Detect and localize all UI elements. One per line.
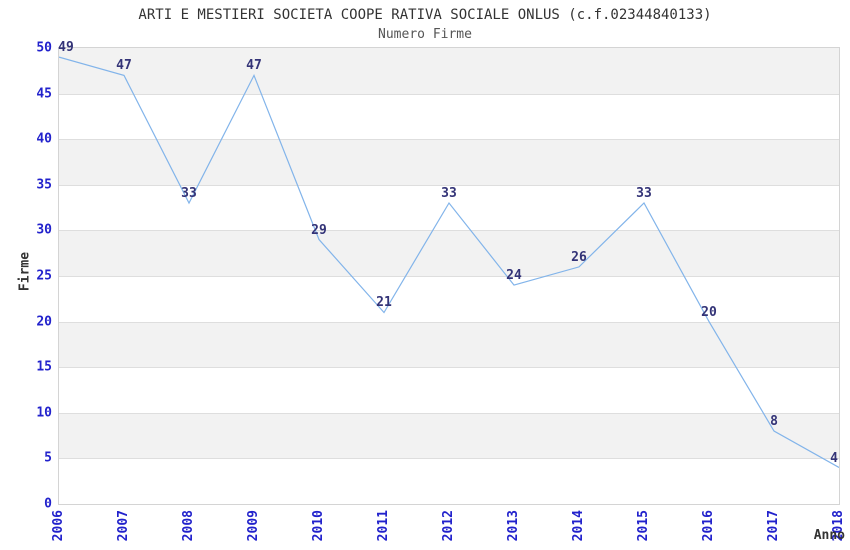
point-value-label: 49 <box>58 40 74 56</box>
x-tick-label: 2011 <box>376 510 391 542</box>
plot-area <box>58 47 840 505</box>
chart-title: ARTI E MESTIERI SOCIETA COOPE RATIVA SOC… <box>138 7 712 23</box>
y-axis-ticks: 0 5 10 15 20 25 30 35 40 45 50 <box>0 41 52 512</box>
y-gridline <box>59 458 839 460</box>
y-gridline <box>59 276 839 277</box>
y-tick-label: 25 <box>36 268 52 284</box>
line-series-path <box>59 56 839 469</box>
y-tick-label: 20 <box>36 314 52 330</box>
x-tick-label: 2008 <box>181 510 196 542</box>
y-gridline <box>59 93 839 95</box>
point-value-label: 21 <box>376 295 392 311</box>
x-tick-label: 2009 <box>246 510 261 542</box>
plot-band <box>59 230 839 276</box>
y-tick-label: 50 <box>36 40 52 56</box>
y-gridline <box>59 184 839 186</box>
point-value-label: 4 <box>830 450 838 466</box>
x-tick-label: 2007 <box>116 510 131 542</box>
point-value-label: 8 <box>770 414 778 430</box>
point-value-label: 29 <box>311 222 327 238</box>
x-tick-label: 2010 <box>311 510 326 542</box>
chart-subtitle: Numero Firme <box>378 27 472 42</box>
plot-band <box>59 48 839 94</box>
line-series <box>59 56 839 469</box>
y-tick-label: 40 <box>36 131 52 147</box>
plot-band <box>59 412 839 459</box>
y-tick-label: 10 <box>36 405 52 421</box>
y-gridline <box>59 321 839 323</box>
plot-band <box>59 321 839 368</box>
y-gridline <box>59 139 839 141</box>
point-value-label: 20 <box>701 304 717 320</box>
x-tick-label: 2015 <box>636 510 651 542</box>
y-tick-label: 35 <box>36 177 52 193</box>
y-tick-label: 30 <box>36 222 52 238</box>
y-tick-label: 45 <box>36 86 52 102</box>
y-gridline <box>59 367 839 369</box>
y-gridline <box>59 412 839 414</box>
x-tick-label: 2013 <box>506 510 521 542</box>
x-tick-label: 2006 <box>51 510 66 542</box>
x-axis-title: Anno <box>813 528 845 543</box>
point-value-label: 33 <box>181 186 197 202</box>
x-tick-label: 2014 <box>571 510 586 542</box>
y-tick-label: 5 <box>44 450 52 466</box>
plot-band <box>59 139 839 185</box>
x-tick-label: 2016 <box>701 510 716 542</box>
x-axis-ticks: 2006 2007 2008 2009 2010 2011 2012 2013 2014 2015… <box>51 508 846 550</box>
x-tick-label: 2017 <box>766 510 781 542</box>
point-value-label: 24 <box>506 268 522 284</box>
point-value-label: 26 <box>571 249 587 265</box>
point-value-label: 33 <box>636 186 652 202</box>
y-tick-label: 15 <box>36 359 52 375</box>
y-tick-label: 0 <box>44 496 52 512</box>
point-value-label: 47 <box>116 58 132 74</box>
y-gridline <box>59 230 839 232</box>
x-tick-label: 2012 <box>441 510 456 542</box>
point-value-label: 47 <box>246 58 262 74</box>
point-value-label: 33 <box>441 186 457 202</box>
